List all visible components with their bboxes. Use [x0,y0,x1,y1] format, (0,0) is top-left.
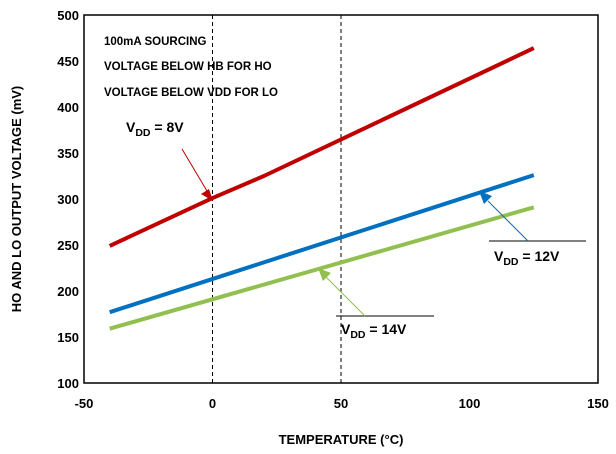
y-tick-label: 350 [57,146,79,161]
y-tick-label: 500 [57,8,79,23]
y-axis-tick-labels: 100 150 200 250 300 350 400 450 500 [57,8,79,391]
series-14v-leader [325,276,366,317]
series-12v-label: VDD = 12V [494,248,560,268]
series-line-2 [109,205,535,331]
annotation-line-3: VOLTAGE BELOW VDD FOR LO [104,87,278,99]
plot-frame [83,14,599,384]
annotation-block: 100mA SOURCING VOLTAGE BELOW HB FOR HO V… [104,36,278,99]
x-tick-label: 100 [459,396,481,411]
x-tick-label: 150 [587,396,609,411]
y-tick-label: 100 [57,376,79,391]
series-8v-arrowhead [201,189,213,201]
series-12v-leader [487,200,529,242]
series-line-0 [108,46,535,248]
x-axis-title: TEMPERATURE (°C) [279,432,404,447]
x-tick-label: 50 [334,396,348,411]
x-axis-tick-labels: -50 0 50 100 150 [75,396,609,411]
series-callouts: VDD = 8V VDD = 12V VDD = 14V [126,119,586,341]
y-tick-label: 150 [57,330,79,345]
series-12v-arrowhead [479,191,492,204]
series-14v-arrowhead [318,268,331,281]
y-axis-title: HO AND LO OUTPUT VOLTAGE (mV) [9,86,24,313]
y-tick-label: 250 [57,238,79,253]
y-tick-label: 400 [57,100,79,115]
annotation-line-2: VOLTAGE BELOW HB FOR HO [104,61,272,73]
y-tick-label: 300 [57,192,79,207]
annotation-line-1: 100mA SOURCING [104,36,207,48]
series-8v-leader [181,148,208,192]
series-14v-label: VDD = 14V [341,321,407,341]
y-tick-label: 200 [57,284,79,299]
series-8v-label: VDD = 8V [126,119,184,139]
series-lines [108,46,535,331]
x-tick-label: 0 [209,396,216,411]
x-tick-label: -50 [75,396,94,411]
y-tick-label: 450 [57,54,79,69]
series-line-1 [109,173,535,315]
